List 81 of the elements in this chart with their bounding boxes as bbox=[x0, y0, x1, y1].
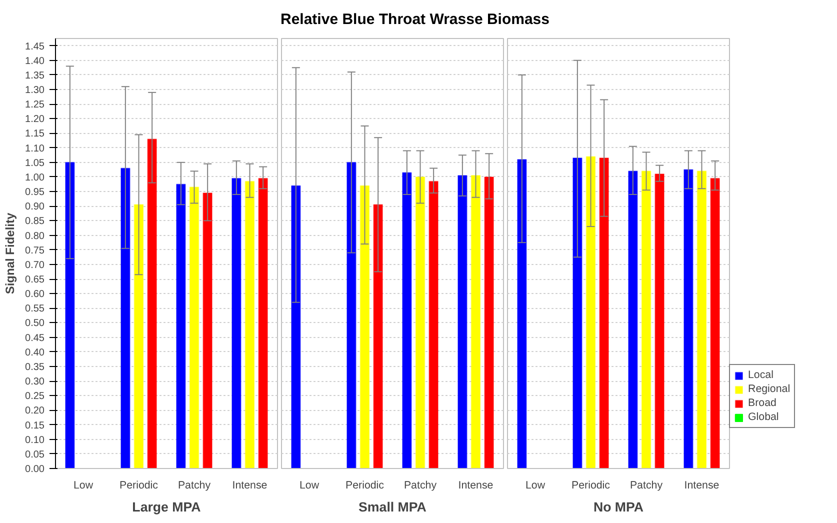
x-axis-title: Large MPA bbox=[132, 500, 202, 514]
bar bbox=[586, 156, 596, 468]
y-tick-label: 0.15 bbox=[25, 420, 45, 432]
y-tick-label: 1.35 bbox=[25, 70, 45, 82]
bar bbox=[572, 158, 582, 468]
bar bbox=[628, 170, 638, 468]
y-tick-label: 0.45 bbox=[25, 332, 45, 344]
bar bbox=[402, 172, 412, 468]
y-tick-label: 0.60 bbox=[25, 289, 45, 300]
y-tick-label: 1.40 bbox=[25, 56, 45, 67]
y-tick-label: 0.00 bbox=[25, 464, 45, 475]
bar bbox=[346, 162, 356, 468]
x-tick-label: Low bbox=[525, 480, 546, 492]
y-tick-label: 0.95 bbox=[25, 187, 45, 198]
y-tick-label: 1.05 bbox=[25, 158, 45, 169]
legend-label: Regional bbox=[748, 383, 790, 395]
legend-label: Broad bbox=[748, 397, 776, 409]
y-tick-label: 1.00 bbox=[25, 172, 45, 184]
y-tick-label: 0.10 bbox=[25, 434, 45, 446]
bar bbox=[147, 138, 158, 468]
x-tick-label: Intense bbox=[684, 480, 720, 492]
bar bbox=[696, 170, 707, 468]
bar bbox=[231, 178, 242, 468]
y-tick-label: 0.50 bbox=[25, 318, 45, 330]
bar bbox=[470, 175, 481, 468]
bar bbox=[360, 185, 370, 468]
y-tick-label: 0.40 bbox=[25, 347, 45, 358]
y-tick-label: 1.20 bbox=[25, 114, 45, 126]
x-tick-label: Patchy bbox=[630, 480, 664, 492]
x-tick-label: Periodic bbox=[572, 480, 611, 492]
x-axis-title: Small MPA bbox=[358, 500, 427, 514]
bar bbox=[373, 204, 384, 468]
bar bbox=[189, 186, 200, 468]
y-tick-label: 0.30 bbox=[25, 376, 45, 388]
y-tick-label: 0.90 bbox=[25, 202, 45, 213]
bar bbox=[176, 184, 186, 468]
bar bbox=[484, 176, 494, 468]
y-tick-label: 1.25 bbox=[25, 100, 45, 111]
chart-title: Relative Blue Throat Wrasse Biomass bbox=[280, 10, 550, 30]
x-tick-label: Intense bbox=[232, 480, 268, 492]
bar bbox=[710, 178, 720, 468]
x-tick-label: Patchy bbox=[178, 480, 212, 492]
x-tick-label: Low bbox=[299, 480, 320, 492]
y-tick-label: 0.80 bbox=[25, 230, 45, 242]
legend-label: Global bbox=[748, 411, 779, 423]
bar bbox=[683, 169, 694, 468]
legend-label: Local bbox=[748, 369, 774, 381]
y-tick-label: 1.10 bbox=[25, 143, 45, 154]
x-tick-label: Low bbox=[73, 480, 94, 492]
y-tick-label: 0.75 bbox=[25, 245, 45, 256]
bar bbox=[516, 158, 527, 468]
bar bbox=[244, 180, 255, 468]
bar bbox=[120, 168, 130, 468]
x-tick-label: Periodic bbox=[120, 480, 159, 492]
x-axis-title: No MPA bbox=[593, 500, 644, 514]
y-tick-label: 0.70 bbox=[25, 260, 45, 271]
bar bbox=[599, 158, 610, 468]
bar bbox=[134, 204, 144, 468]
x-tick-label: Intense bbox=[458, 480, 494, 492]
y-tick-label: 1.30 bbox=[25, 85, 45, 96]
bar bbox=[428, 180, 439, 468]
y-tick-label: 1.45 bbox=[25, 41, 45, 52]
bar bbox=[202, 192, 213, 468]
bar bbox=[290, 185, 301, 468]
y-tick-label: 1.15 bbox=[25, 128, 45, 140]
y-tick-label: 0.55 bbox=[25, 304, 45, 315]
bar bbox=[415, 176, 426, 468]
bar bbox=[654, 174, 665, 468]
x-tick-label: Periodic bbox=[346, 480, 385, 492]
y-tick-label: 0.20 bbox=[25, 406, 45, 417]
y-axis-title: Signal Fidelity bbox=[3, 212, 18, 294]
bar bbox=[641, 170, 652, 468]
y-tick-label: 0.05 bbox=[25, 449, 45, 460]
x-tick-label: Patchy bbox=[404, 480, 438, 492]
y-tick-label: 0.85 bbox=[25, 216, 45, 228]
y-tick-label: 0.35 bbox=[25, 362, 45, 373]
y-tick-label: 0.25 bbox=[25, 391, 45, 402]
bar bbox=[457, 175, 468, 468]
bar bbox=[258, 178, 268, 468]
bar bbox=[64, 162, 75, 468]
y-tick-label: 0.65 bbox=[25, 274, 45, 286]
